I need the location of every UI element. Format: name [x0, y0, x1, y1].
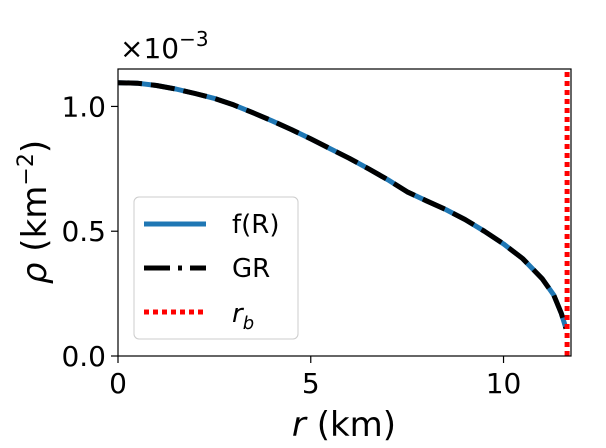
- x-tick-label: 10: [486, 367, 522, 400]
- x-axis-label: r (km): [292, 405, 396, 445]
- y-tick-label: 0.0: [61, 340, 106, 373]
- legend: f(R) GR rb: [133, 196, 299, 340]
- legend-box: [133, 196, 299, 340]
- y-offset-mantissa: ×10: [120, 32, 179, 65]
- y-tick-label: 1.0: [61, 90, 106, 123]
- legend-label-fr: f(R): [232, 210, 280, 240]
- legend-label-rb: rb: [232, 299, 254, 334]
- y-tick-label: 0.5: [61, 215, 106, 248]
- y-offset-label: ×10−3: [120, 27, 209, 65]
- plot-frame: [117, 68, 572, 357]
- x-tick-label: 0: [109, 367, 127, 400]
- legend-label-gr: GR: [232, 254, 270, 284]
- series-layer: [118, 69, 570, 356]
- legend-label-rb-sub: b: [243, 313, 254, 334]
- y-axis-ticks: 0.0 0.5 1.0: [61, 90, 118, 373]
- x-tick-label: 5: [302, 367, 320, 400]
- series-line-gr: [118, 80, 569, 330]
- y-axis-label: ρ (km−2): [14, 140, 55, 284]
- x-axis-ticks: 0 5 10: [109, 356, 521, 400]
- y-offset-exponent: −3: [179, 27, 208, 51]
